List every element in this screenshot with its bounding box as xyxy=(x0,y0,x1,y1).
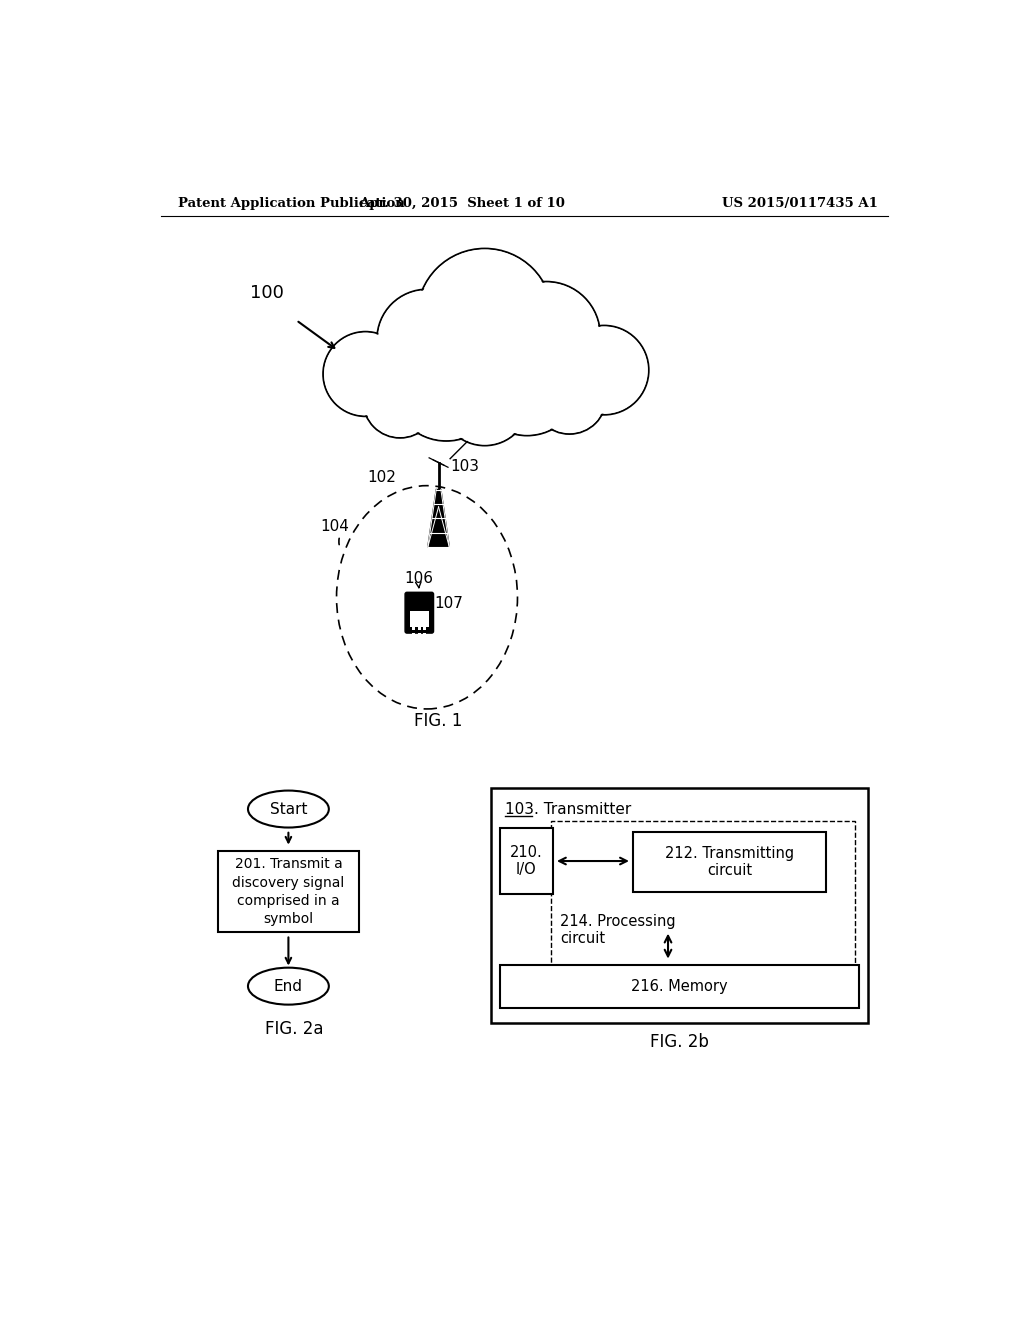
Text: 210.
I/O: 210. I/O xyxy=(510,845,543,878)
Bar xyxy=(418,632,421,636)
Circle shape xyxy=(325,333,407,416)
Text: 201. Transmit a
discovery signal
comprised in a
symbol: 201. Transmit a discovery signal compris… xyxy=(232,857,344,927)
Circle shape xyxy=(365,366,436,437)
Circle shape xyxy=(560,326,647,413)
Circle shape xyxy=(418,249,551,383)
Ellipse shape xyxy=(248,968,329,1005)
Text: US 2015/0117435 A1: US 2015/0117435 A1 xyxy=(722,197,878,210)
Bar xyxy=(413,627,416,630)
Circle shape xyxy=(473,327,581,436)
Text: 216. Memory: 216. Memory xyxy=(631,979,728,994)
Circle shape xyxy=(441,358,528,445)
Text: 103: 103 xyxy=(451,459,479,474)
Text: 100: 100 xyxy=(250,284,284,302)
Text: Start: Start xyxy=(269,801,307,817)
Bar xyxy=(423,620,426,623)
Circle shape xyxy=(532,360,606,434)
Bar xyxy=(490,788,868,1023)
Circle shape xyxy=(377,289,477,389)
Polygon shape xyxy=(428,490,450,548)
Bar xyxy=(418,620,421,623)
Bar xyxy=(423,632,426,636)
Text: FIG. 1: FIG. 1 xyxy=(415,711,463,730)
Bar xyxy=(634,832,826,892)
Bar xyxy=(500,829,553,894)
Text: 107: 107 xyxy=(435,595,464,611)
Text: FIG. 2a: FIG. 2a xyxy=(265,1019,324,1038)
Bar xyxy=(418,627,421,630)
Circle shape xyxy=(323,331,408,416)
Bar xyxy=(423,627,426,630)
Circle shape xyxy=(364,364,437,438)
Bar xyxy=(551,821,855,974)
Circle shape xyxy=(534,362,605,433)
Text: 103. Transmitter: 103. Transmitter xyxy=(505,803,631,817)
Circle shape xyxy=(493,281,600,389)
Bar xyxy=(410,611,429,627)
Circle shape xyxy=(474,329,580,434)
FancyBboxPatch shape xyxy=(406,593,433,634)
Text: 106: 106 xyxy=(403,570,433,586)
Ellipse shape xyxy=(248,791,329,828)
Text: Apr. 30, 2015  Sheet 1 of 10: Apr. 30, 2015 Sheet 1 of 10 xyxy=(358,197,564,210)
Bar xyxy=(217,851,359,932)
Bar xyxy=(413,620,416,623)
Circle shape xyxy=(559,326,649,414)
Bar xyxy=(413,632,416,636)
Bar xyxy=(500,965,859,1007)
Text: End: End xyxy=(273,978,303,994)
Circle shape xyxy=(391,330,502,441)
Circle shape xyxy=(392,331,501,440)
Text: Patent Application Publication: Patent Application Publication xyxy=(178,197,406,210)
Circle shape xyxy=(440,356,529,446)
Text: 212. Transmitting
circuit: 212. Transmitting circuit xyxy=(665,846,795,878)
Text: 214. Processing
circuit: 214. Processing circuit xyxy=(560,913,676,946)
Circle shape xyxy=(494,282,599,388)
Circle shape xyxy=(378,290,476,388)
Text: FIG. 2b: FIG. 2b xyxy=(650,1034,709,1051)
Circle shape xyxy=(417,248,553,384)
Text: 102: 102 xyxy=(368,470,396,486)
Text: 104: 104 xyxy=(321,519,349,535)
